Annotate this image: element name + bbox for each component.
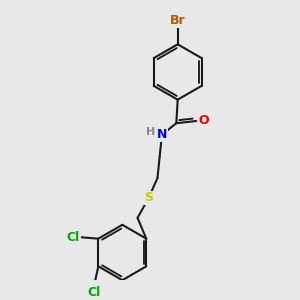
Text: H: H <box>146 127 155 136</box>
Text: Cl: Cl <box>67 231 80 244</box>
Text: S: S <box>144 191 153 205</box>
Text: Cl: Cl <box>88 286 101 299</box>
Text: Br: Br <box>170 14 185 27</box>
Text: O: O <box>199 115 209 128</box>
Text: N: N <box>157 128 167 141</box>
